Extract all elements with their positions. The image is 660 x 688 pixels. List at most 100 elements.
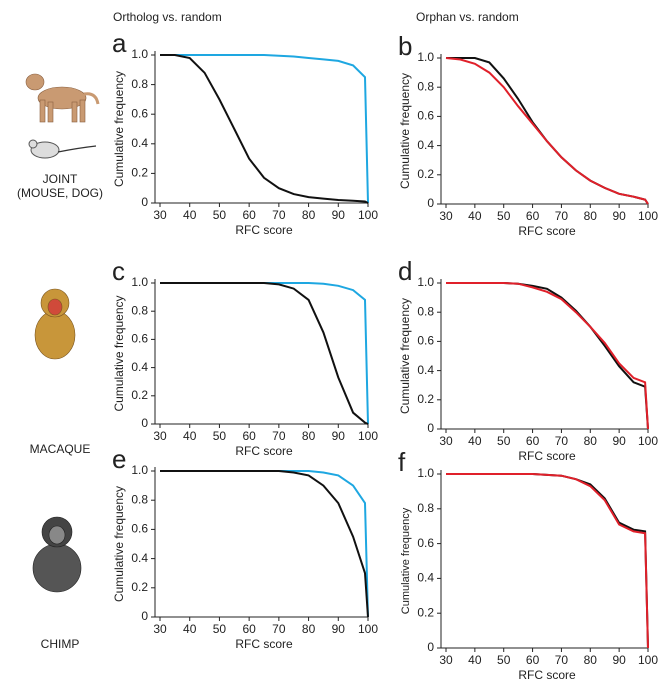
y-tick-label: 0.2 — [417, 392, 434, 406]
y-tick-label: 1.0 — [417, 466, 434, 480]
species-label: MACAQUE — [30, 442, 91, 456]
x-axis-label: RFC score — [235, 637, 293, 651]
species-label: (MOUSE, DOG) — [17, 186, 103, 200]
x-tick-label: 100 — [638, 434, 658, 448]
x-tick-label: 50 — [213, 208, 227, 222]
y-tick-label: 0.4 — [417, 571, 434, 585]
y-axis-label: Cumulative frequency — [112, 71, 126, 187]
y-tick-label: 0.2 — [131, 388, 148, 402]
x-tick-label: 100 — [638, 653, 658, 667]
x-tick-label: 80 — [302, 622, 316, 636]
y-tick-label: 0 — [141, 416, 148, 430]
y-tick-label: 0 — [427, 640, 434, 654]
x-tick-label: 40 — [183, 429, 197, 443]
y-tick-label: 0 — [141, 195, 148, 209]
y-axis-label: Cumulative frequency — [112, 486, 126, 602]
x-tick-label: 70 — [272, 622, 286, 636]
x-tick-label: 80 — [302, 429, 316, 443]
x-tick-label: 70 — [555, 653, 569, 667]
y-tick-label: 0.8 — [417, 501, 434, 515]
y-axis-label: Cumulative frequency — [398, 73, 412, 189]
column-title: Orphan vs. random — [416, 10, 519, 24]
x-tick-label: 60 — [526, 209, 540, 223]
x-tick-label: 40 — [468, 434, 482, 448]
y-tick-label: 1.0 — [131, 275, 148, 289]
y-tick-label: 0 — [141, 609, 148, 623]
x-tick-label: 70 — [272, 208, 286, 222]
x-axis-label: RFC score — [235, 223, 293, 237]
y-tick-label: 0.2 — [417, 167, 434, 181]
panel-letter: d — [398, 256, 412, 286]
y-tick-label: 0.6 — [417, 109, 434, 123]
x-tick-label: 60 — [242, 429, 256, 443]
x-tick-label: 70 — [555, 434, 569, 448]
panel-letter: e — [112, 444, 126, 474]
x-tick-label: 70 — [555, 209, 569, 223]
mouse-icon — [28, 139, 97, 159]
x-axis-label: RFC score — [235, 444, 293, 458]
series-line — [160, 54, 369, 204]
y-tick-label: 0.2 — [417, 605, 434, 619]
y-tick-label: 1.0 — [131, 47, 148, 61]
series-line — [446, 473, 649, 649]
series-line — [446, 282, 649, 430]
y-tick-label: 0 — [427, 196, 434, 210]
x-tick-label: 70 — [272, 429, 286, 443]
x-tick-label: 40 — [468, 653, 482, 667]
x-tick-label: 40 — [468, 209, 482, 223]
x-tick-label: 30 — [153, 429, 167, 443]
series-line — [446, 57, 649, 205]
species-label: CHIMP — [41, 637, 80, 651]
y-tick-label: 0.6 — [417, 536, 434, 550]
series-line — [160, 282, 369, 425]
y-axis-label: Cumulative frequency — [112, 295, 126, 411]
dog-icon — [25, 73, 100, 123]
x-tick-label: 100 — [358, 622, 378, 636]
axis-line — [440, 54, 648, 205]
chimp-icon — [32, 516, 82, 593]
x-tick-label: 90 — [612, 653, 626, 667]
x-tick-label: 30 — [153, 622, 167, 636]
x-tick-label: 90 — [332, 208, 346, 222]
x-tick-label: 80 — [584, 653, 598, 667]
x-tick-label: 60 — [242, 622, 256, 636]
x-tick-label: 100 — [638, 209, 658, 223]
axis-line — [440, 279, 648, 430]
column-title: Ortholog vs. random — [113, 10, 222, 24]
series-line — [160, 54, 369, 204]
series-line — [445, 57, 649, 205]
y-tick-label: 0.4 — [131, 360, 148, 374]
y-tick-label: 0.8 — [131, 77, 148, 91]
y-tick-label: 0.2 — [131, 166, 148, 180]
x-tick-label: 50 — [497, 209, 511, 223]
y-tick-label: 0.4 — [417, 138, 434, 152]
y-tick-label: 1.0 — [131, 463, 148, 477]
y-tick-label: 0.6 — [131, 522, 148, 536]
y-tick-label: 0.8 — [131, 303, 148, 317]
series-line — [446, 473, 649, 649]
axis-line — [154, 279, 368, 425]
panel-letter: b — [398, 31, 412, 61]
x-tick-label: 50 — [497, 434, 511, 448]
x-tick-label: 90 — [612, 209, 626, 223]
axis-line — [154, 51, 368, 204]
x-tick-label: 60 — [242, 208, 256, 222]
macaque-icon — [34, 288, 76, 360]
axis-line — [154, 467, 368, 618]
y-tick-label: 0.6 — [131, 332, 148, 346]
panel-letter: f — [398, 447, 406, 477]
y-tick-label: 0.4 — [131, 551, 148, 565]
x-tick-label: 30 — [439, 209, 453, 223]
x-tick-label: 80 — [584, 209, 598, 223]
axis-line — [440, 470, 648, 649]
y-tick-label: 0.6 — [131, 106, 148, 120]
y-axis-label: Cumulative frequency — [398, 298, 412, 414]
x-tick-label: 40 — [183, 622, 197, 636]
x-tick-label: 30 — [153, 208, 167, 222]
x-axis-label: RFC score — [518, 668, 576, 682]
y-tick-label: 0.4 — [417, 363, 434, 377]
x-tick-label: 50 — [213, 429, 227, 443]
x-tick-label: 90 — [332, 622, 346, 636]
x-tick-label: 30 — [439, 434, 453, 448]
